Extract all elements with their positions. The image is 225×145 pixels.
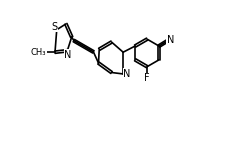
Text: S: S — [51, 22, 57, 31]
Text: N: N — [123, 69, 130, 79]
Text: N: N — [64, 50, 71, 59]
Text: N: N — [166, 35, 173, 45]
Text: CH₃: CH₃ — [31, 48, 46, 57]
Text: F: F — [144, 73, 149, 83]
